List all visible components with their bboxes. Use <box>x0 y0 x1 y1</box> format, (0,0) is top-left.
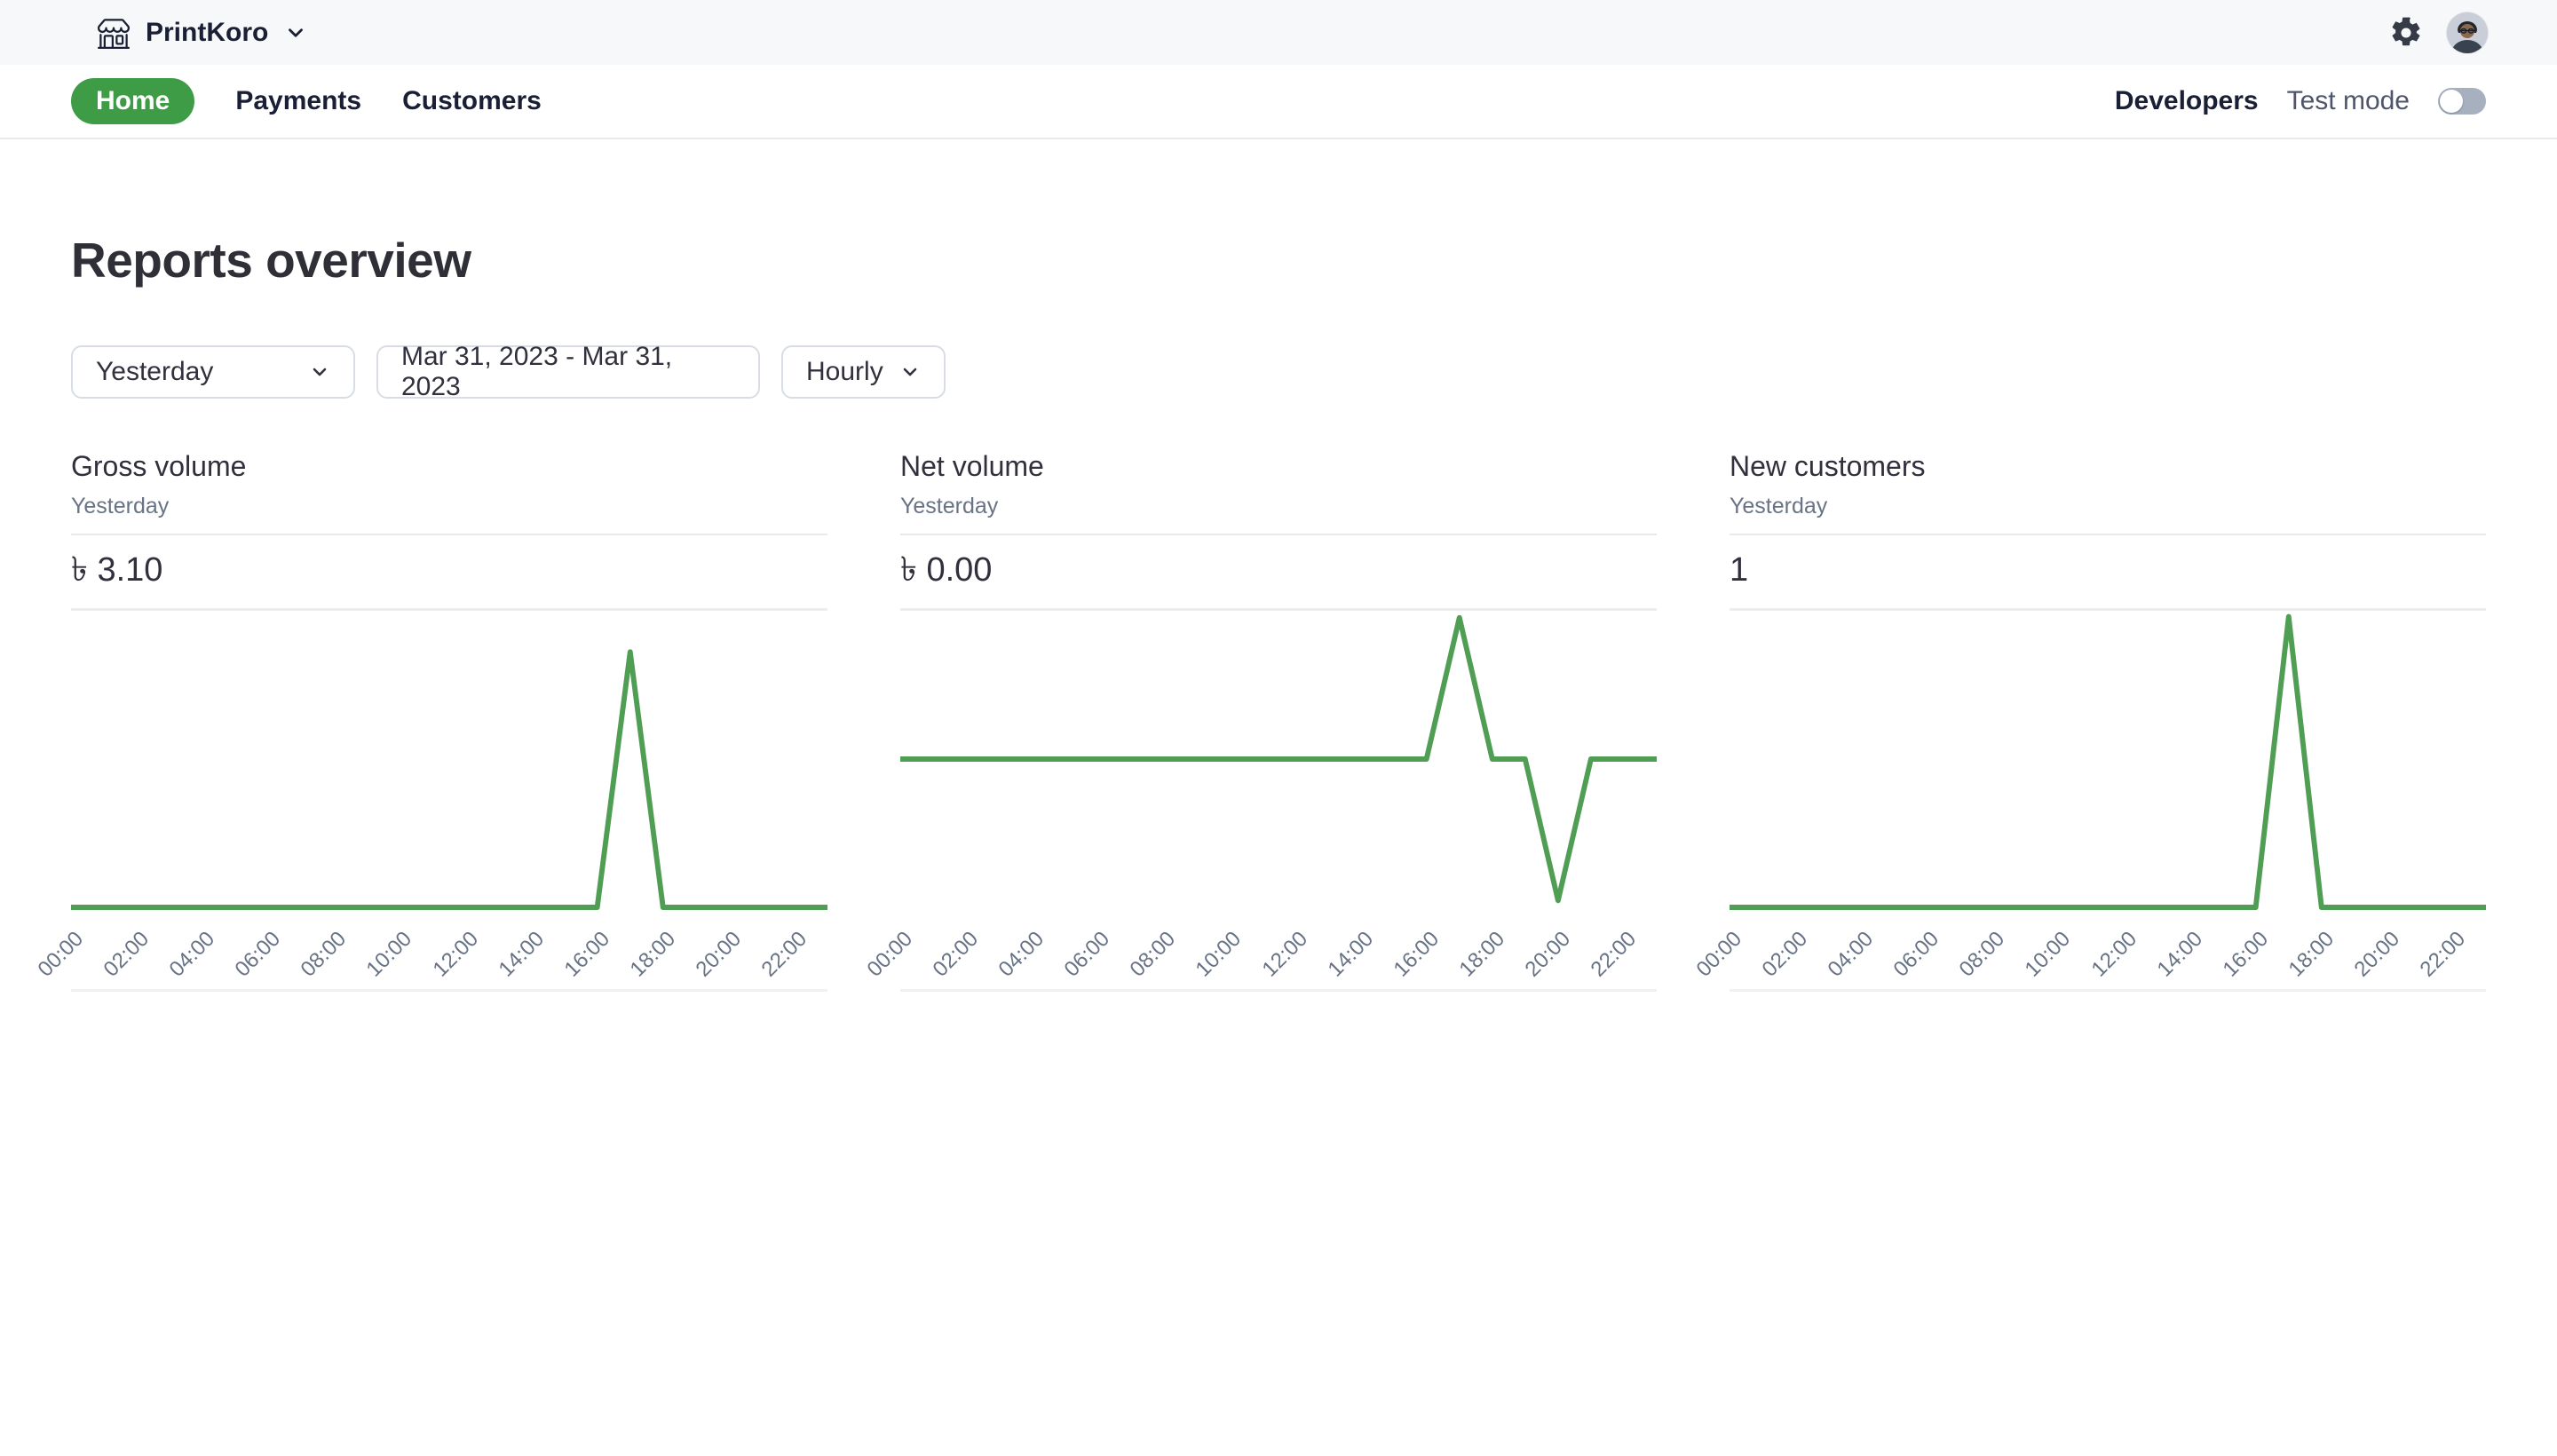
x-axis-tick-label: 08:00 <box>296 927 352 982</box>
chart-subtitle: Yesterday <box>71 494 170 518</box>
chart-subtitle: Yesterday <box>900 494 999 518</box>
main-nav: Home Payments Customers Developers Test … <box>0 65 2557 139</box>
x-axis-tick-label: 00:00 <box>33 927 89 982</box>
x-axis-tick-label: 12:00 <box>2086 927 2141 982</box>
chevron-down-icon <box>309 361 330 383</box>
x-axis-tick-label: 12:00 <box>1257 927 1312 982</box>
developers-link[interactable]: Developers <box>2114 86 2259 115</box>
nav-right: Developers Test mode <box>2115 86 2486 116</box>
x-axis-tick-label: 06:00 <box>1888 927 1944 982</box>
x-axis-tick-label: 16:00 <box>2218 927 2273 982</box>
main-content: Reports overview Yesterday Mar 31, 2023 … <box>0 232 2557 992</box>
x-axis-tick-label: 04:00 <box>994 927 1049 982</box>
x-axis-tick-label: 14:00 <box>494 927 549 982</box>
divider <box>71 534 827 535</box>
x-axis-tick-label: 02:00 <box>928 927 984 982</box>
x-axis-tick-label: 20:00 <box>1520 927 1575 982</box>
chart-line <box>71 649 827 910</box>
x-axis-tick-label: 06:00 <box>1059 927 1115 982</box>
x-axis-tick-label: 16:00 <box>559 927 614 982</box>
account-name: PrintKoro <box>146 17 269 47</box>
chart-total-value: ৳ 0.00 <box>900 551 993 589</box>
chart-title: Net volume <box>900 450 1044 482</box>
date-preset-value: Yesterday <box>96 357 214 386</box>
x-axis-tick-label: 08:00 <box>1125 927 1181 982</box>
page-title: Reports overview <box>71 233 471 288</box>
date-range-value: Mar 31, 2023 - Mar 31, 2023 <box>401 342 673 401</box>
x-axis-tick-label: 10:00 <box>361 927 417 982</box>
top-bar-right <box>2388 12 2488 53</box>
line-chart-plot <box>900 608 1657 907</box>
toggle-knob <box>2440 90 2463 113</box>
nav-tab-customers[interactable]: Customers <box>402 86 542 115</box>
date-preset-dropdown[interactable]: Yesterday <box>71 345 355 399</box>
line-chart-plot <box>1730 608 2486 910</box>
x-axis-tick-label: 00:00 <box>1691 927 1747 982</box>
x-axis-tick-label: 02:00 <box>1757 927 1813 982</box>
chart-total-value: 1 <box>1730 551 1749 589</box>
x-axis: 00:00 02:00 04:00 06:00 08:00 10:00 12:00 14:00… <box>863 907 1657 989</box>
line-chart-plot <box>71 608 827 910</box>
chart-title: Gross volume <box>71 450 247 482</box>
chart-total-value: ৳ 3.10 <box>71 551 163 589</box>
x-axis: 00:00 02:00 04:00 06:00 08:00 10:00 12:00 14:00… <box>34 907 827 989</box>
x-axis-tick-label: 22:00 <box>2415 927 2471 982</box>
settings-gear-icon[interactable] <box>2388 15 2424 51</box>
x-axis-tick-label: 20:00 <box>2349 927 2404 982</box>
divider <box>1730 534 2486 535</box>
x-axis-tick-label: 10:00 <box>2020 927 2076 982</box>
nav-tab-home[interactable]: Home <box>71 78 195 124</box>
x-axis-tick-label: 22:00 <box>1586 927 1642 982</box>
x-axis-tick-label: 02:00 <box>99 927 154 982</box>
x-axis-tick-label: 00:00 <box>862 927 918 982</box>
nav-left: Home Payments Customers <box>71 78 542 124</box>
x-axis-tick-label: 22:00 <box>756 927 812 982</box>
x-axis-tick-label: 18:00 <box>1454 927 1509 982</box>
granularity-value: Hourly <box>806 357 883 386</box>
x-axis-tick-label: 04:00 <box>1823 927 1879 982</box>
x-axis-tick-label: 14:00 <box>1323 927 1378 982</box>
divider <box>900 534 1657 535</box>
x-axis-tick-label: 14:00 <box>2152 927 2207 982</box>
chart-subtitle: Yesterday <box>1730 494 1828 518</box>
storefront-icon <box>98 17 130 49</box>
account-switcher[interactable]: PrintKoro <box>98 17 307 49</box>
chart-line <box>900 614 1657 904</box>
x-axis-tick-label: 20:00 <box>691 927 746 982</box>
granularity-dropdown[interactable]: Hourly <box>781 345 946 399</box>
line-chart-svg <box>900 614 1657 904</box>
chart-title: New customers <box>1730 450 1926 482</box>
net-volume-chart-card: Net volume Yesterday ৳ 0.00 00:00 02:00 04… <box>863 448 1657 992</box>
chevron-down-icon <box>899 361 921 383</box>
report-filters: Yesterday Mar 31, 2023 - Mar 31, 2023 Ho… <box>71 342 2486 401</box>
test-mode-toggle[interactable] <box>2438 88 2486 115</box>
x-axis-tick-label: 12:00 <box>428 927 483 982</box>
x-axis-tick-label: 18:00 <box>625 927 680 982</box>
test-mode-label: Test mode <box>2286 86 2410 115</box>
top-bar: PrintKoro <box>0 0 2557 65</box>
chevron-down-icon <box>284 21 307 44</box>
charts-grid: Gross volume Yesterday ৳ 3.10 00:00 02:00… <box>34 448 2486 992</box>
nav-tab-payments[interactable]: Payments <box>235 86 362 115</box>
user-avatar[interactable] <box>2447 12 2488 53</box>
gross-volume-chart-card: Gross volume Yesterday ৳ 3.10 00:00 02:00… <box>34 448 827 992</box>
line-chart-svg <box>71 649 827 910</box>
line-chart-svg <box>1730 613 2486 910</box>
chart-line <box>1730 613 2486 910</box>
x-axis-tick-label: 10:00 <box>1191 927 1247 982</box>
x-axis: 00:00 02:00 04:00 06:00 08:00 10:00 12:00 14:00… <box>1692 907 2486 989</box>
x-axis-tick-label: 16:00 <box>1389 927 1444 982</box>
x-axis-tick-label: 04:00 <box>164 927 220 982</box>
x-axis-tick-label: 08:00 <box>1954 927 2010 982</box>
x-axis-tick-label: 18:00 <box>2284 927 2339 982</box>
date-range-button[interactable]: Mar 31, 2023 - Mar 31, 2023 <box>376 342 760 401</box>
x-axis-tick-label: 06:00 <box>230 927 286 982</box>
new-customers-chart-card: New customers Yesterday 1 00:00 02:00 04:0… <box>1692 448 2486 992</box>
